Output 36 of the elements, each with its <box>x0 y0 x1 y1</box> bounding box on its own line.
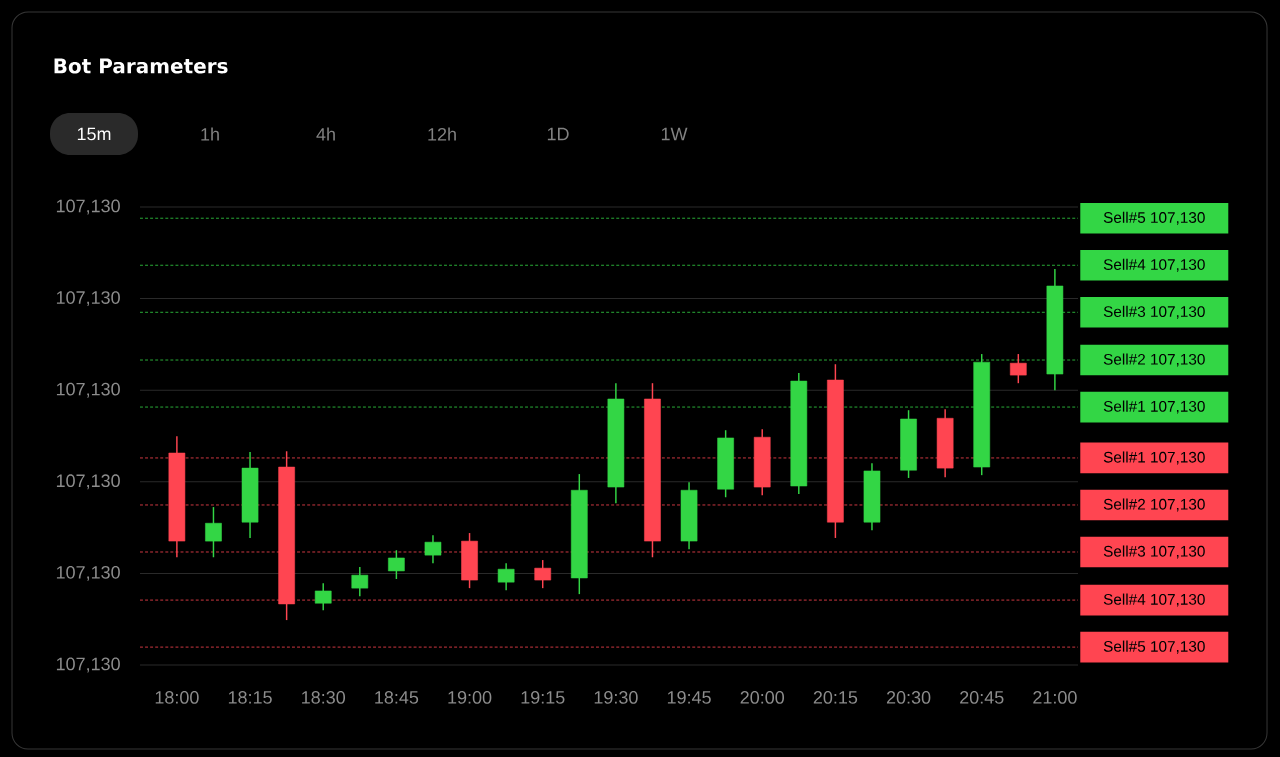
x-tick-label: 18:30 <box>302 691 346 704</box>
ref-line-label: Sell#5 107,130 <box>1103 640 1205 654</box>
ref-line-label: Sell#3 107,130 <box>1103 545 1205 559</box>
text: 107,130 <box>56 657 120 673</box>
x-tick-label: 18:45 <box>375 691 419 704</box>
chart-title: Bot Parameters <box>54 58 228 74</box>
text: 1D <box>547 127 569 141</box>
x-tick-label: 20:00 <box>740 691 785 704</box>
x-tick-label: 18:00 <box>155 691 199 704</box>
x-tick-label: 19:30 <box>594 691 638 704</box>
text: 12h <box>428 127 456 141</box>
x-tick-label: 19:15 <box>521 691 565 704</box>
x-tick-label: 18:15 <box>228 691 272 704</box>
text: 1W <box>661 127 688 141</box>
ref-line-label: Sell#3 107,130 <box>1103 305 1205 319</box>
ref-line-label: Sell#1 107,130 <box>1103 400 1205 414</box>
text: 107,130 <box>56 474 120 490</box>
text: 1h <box>201 127 219 141</box>
text: 107,130 <box>56 382 120 398</box>
x-tick-label: 20:15 <box>813 691 858 704</box>
ref-line-label: Sell#5 107,130 <box>1103 211 1205 225</box>
x-tick-label: 19:00 <box>448 691 492 704</box>
ref-line-label: Sell#1 107,130 <box>1103 451 1205 465</box>
text: 107,130 <box>56 291 120 307</box>
ref-line-label: Sell#2 107,130 <box>1103 498 1205 512</box>
x-tick-label: 19:45 <box>667 691 711 704</box>
x-tick-label: 20:45 <box>960 691 1004 704</box>
ref-line-label: Sell#4 107,130 <box>1103 258 1205 272</box>
text: 107,130 <box>56 565 120 581</box>
ref-line-label: Sell#2 107,130 <box>1103 353 1205 367</box>
text: 107,130 <box>56 199 120 215</box>
text: 4h <box>316 127 335 141</box>
x-tick-label: 21:00 <box>1033 691 1077 704</box>
text: 15m <box>77 127 111 141</box>
x-tick-label: 20:30 <box>886 691 931 704</box>
ref-line-label: Sell#4 107,130 <box>1103 593 1205 607</box>
